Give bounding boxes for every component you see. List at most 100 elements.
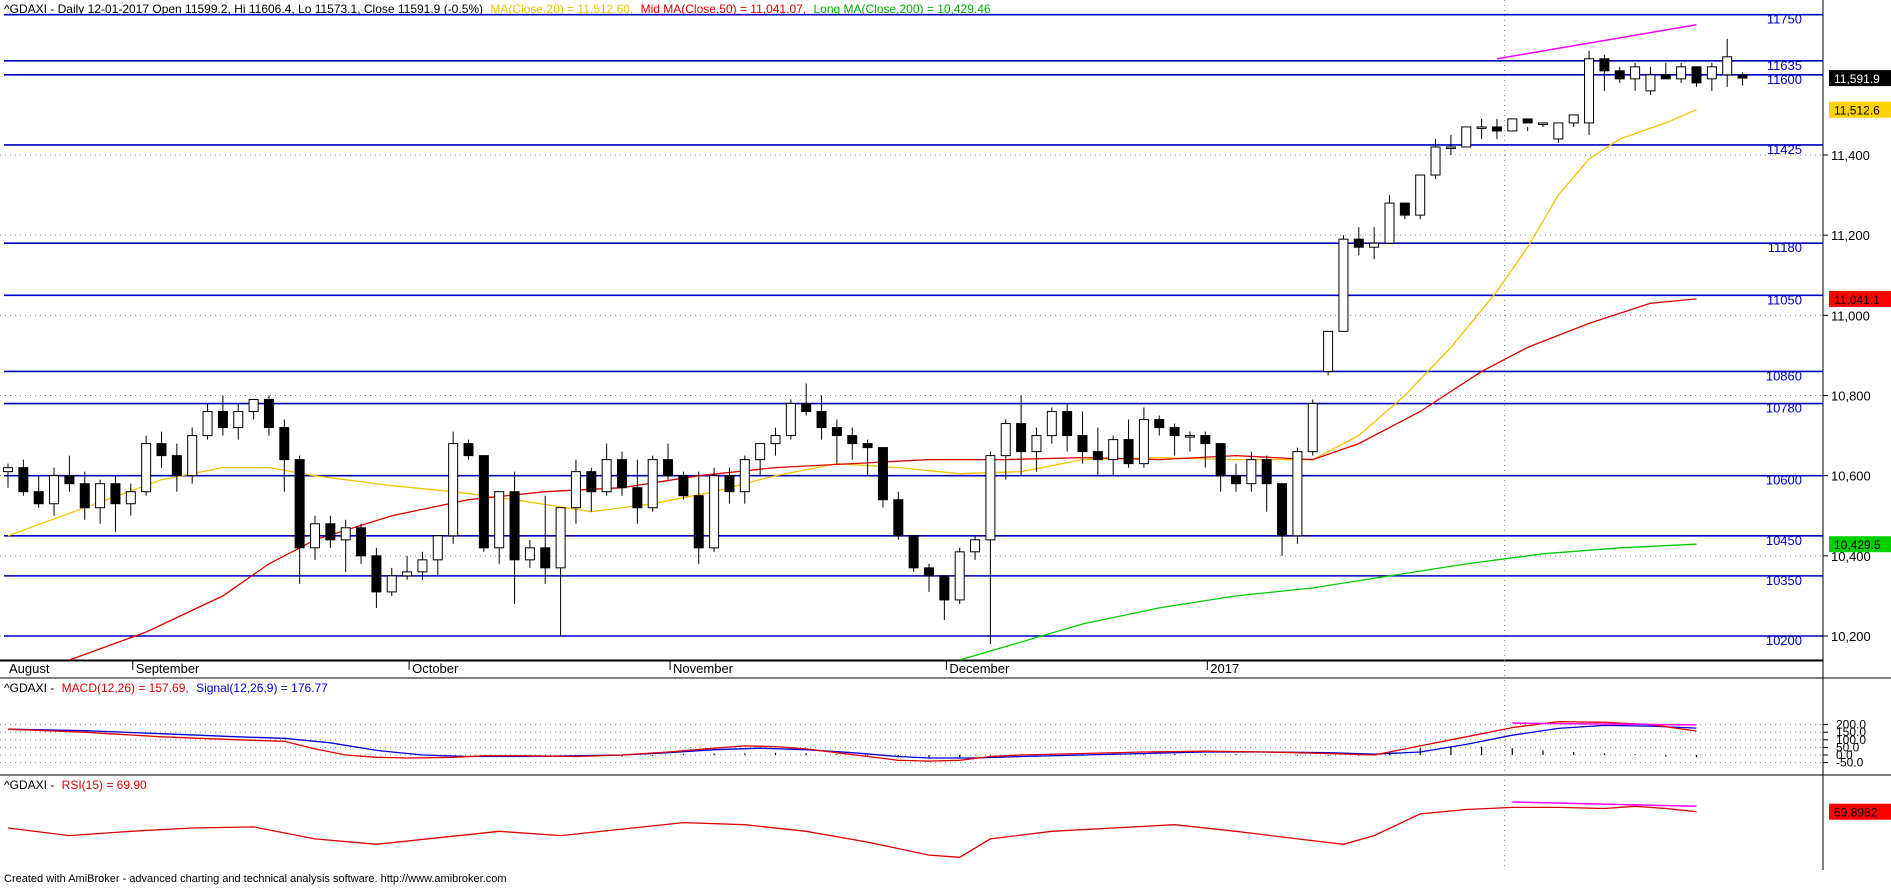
candle-up xyxy=(970,539,981,553)
candle-down xyxy=(724,475,735,493)
candle-down xyxy=(18,467,29,493)
candle-up xyxy=(1046,411,1057,437)
footer-credit: Created with AmiBroker - advanced charti… xyxy=(4,873,507,885)
chart-title-info: ^GDAXI - Daily 12-01-2017 Open 11599.2, … xyxy=(4,2,483,16)
month-label-november: November xyxy=(673,661,734,676)
candle-up xyxy=(448,443,459,537)
candle-up xyxy=(1645,74,1656,92)
candle-up xyxy=(310,523,320,549)
candle-up xyxy=(1676,66,1687,80)
candle-up xyxy=(1584,58,1595,124)
candle-down xyxy=(693,495,704,549)
ma200-line xyxy=(959,543,1697,661)
candle-down xyxy=(1092,451,1103,461)
candle-up xyxy=(141,443,152,493)
price-tick-label: 10,800 xyxy=(1831,389,1871,404)
rsi-value-label-bg xyxy=(1829,803,1891,820)
level-label-11635: 11635 xyxy=(1767,58,1802,73)
ma50-value-label-bg xyxy=(1829,290,1891,307)
candle-up xyxy=(1568,114,1579,124)
month-label-october: October xyxy=(412,661,459,676)
month-label-august: August xyxy=(9,661,50,676)
candle-up xyxy=(95,483,106,509)
candle-down xyxy=(263,399,274,429)
candle-up xyxy=(1445,146,1456,149)
candle-down xyxy=(478,455,489,549)
svg-text:^GDAXI - Daily 12-01-2017 Open: ^GDAXI - Daily 12-01-2017 Open 11599.2, … xyxy=(4,2,991,16)
ma50-value-label: 11,041.1 xyxy=(1834,293,1880,307)
level-label-10860: 10860 xyxy=(1766,368,1802,383)
candle-up xyxy=(432,535,443,561)
candle-up xyxy=(1553,122,1564,140)
candle-down xyxy=(862,443,873,449)
macd-title-symbol: ^GDAXI - xyxy=(4,681,54,695)
candle-down xyxy=(1737,74,1748,79)
close-value-label: 11,591.9 xyxy=(1834,72,1880,86)
candle-up xyxy=(524,547,535,561)
level-label-11050: 11050 xyxy=(1767,292,1802,307)
candle-down xyxy=(156,443,167,457)
candle-down xyxy=(877,447,888,501)
macd-tick-label: 0.0 xyxy=(1836,748,1853,762)
level-label-10450: 10450 xyxy=(1766,533,1802,548)
candle-down xyxy=(1599,58,1610,72)
candle-up xyxy=(1323,330,1334,372)
candle-up xyxy=(601,459,612,493)
candle-down xyxy=(217,411,228,429)
candle-down xyxy=(325,523,336,541)
candle-up xyxy=(1384,202,1395,244)
rsi-value-label: 69.8982 xyxy=(1834,806,1878,820)
level-label-11600: 11600 xyxy=(1767,72,1802,87)
value-labels: 11,591.9 11,512.6 11,041.1 10,429.5 xyxy=(1829,70,1891,553)
macd-trendline xyxy=(1512,722,1697,726)
candle-up xyxy=(187,435,198,477)
candle-down xyxy=(1660,74,1671,80)
candle-up xyxy=(954,551,965,601)
level-label-11425: 11425 xyxy=(1767,142,1802,157)
chart-title-ma20: MA(Close,20) = 11,512.60, xyxy=(490,2,633,16)
candle-up xyxy=(49,475,60,505)
candle-up xyxy=(1461,126,1472,148)
candle-down xyxy=(816,411,827,429)
candle-down xyxy=(1277,483,1288,537)
month-label-december: December xyxy=(949,661,1010,676)
price-tick-label: 10,200 xyxy=(1831,629,1871,644)
candle-up xyxy=(233,411,244,429)
candle-down xyxy=(678,475,689,497)
price-trendline xyxy=(1496,23,1697,60)
candle-up xyxy=(1292,451,1303,537)
candle-down xyxy=(1154,419,1165,429)
candle-down xyxy=(540,547,551,569)
price-tick-label: 11,400 xyxy=(1831,148,1870,163)
candle-up xyxy=(1108,439,1119,461)
candle-down xyxy=(1353,238,1364,248)
candle-down xyxy=(356,527,367,557)
rsi-trendline xyxy=(1512,801,1697,808)
candle-up xyxy=(1184,435,1195,438)
candle-up xyxy=(1000,423,1011,457)
svg-text:^GDAXI - RSI(15) = 69.90: ^GDAXI - RSI(15) = 69.90 xyxy=(4,778,147,792)
candle-up xyxy=(1476,126,1487,129)
candle-down xyxy=(1522,118,1533,124)
candle-up xyxy=(985,455,996,541)
candle-up xyxy=(555,507,566,569)
candle-up xyxy=(709,475,720,549)
macd-title-signal: Signal(12,26,9) = 176.77 xyxy=(196,681,328,695)
candle-down xyxy=(64,475,75,485)
candle-up xyxy=(1415,174,1426,216)
candle-down xyxy=(1200,435,1211,445)
candle-down xyxy=(279,427,290,461)
candle-up xyxy=(402,571,413,577)
date-axis-labels: August September October November December 20… xyxy=(9,661,1239,676)
rsi-line xyxy=(7,805,1697,858)
candle-down xyxy=(924,567,934,577)
candle-down xyxy=(33,491,44,505)
level-label-10350: 10350 xyxy=(1766,573,1802,588)
candle-down xyxy=(1077,435,1088,453)
ma200-value-label-bg xyxy=(1829,536,1891,553)
candle-down xyxy=(463,443,474,457)
candle-up xyxy=(785,403,796,437)
candle-down xyxy=(171,455,182,477)
